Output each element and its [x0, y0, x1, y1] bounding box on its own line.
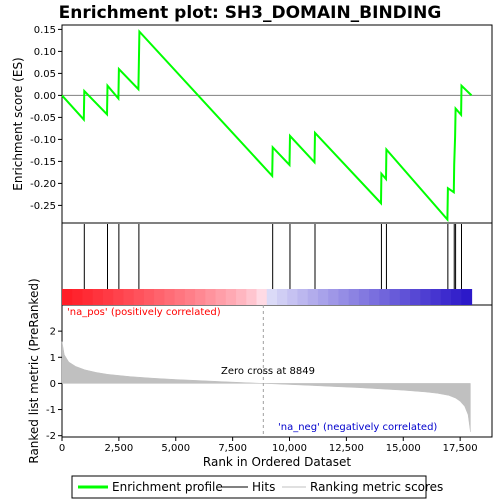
heat-segment	[389, 289, 401, 305]
x-axis-label: Rank in Ordered Dataset	[203, 455, 351, 469]
heat-segment	[184, 289, 196, 305]
heat-segment	[205, 289, 217, 305]
heat-segment	[307, 289, 319, 305]
es-y-tick-label: 0.00	[34, 91, 56, 102]
es-y-tick-label: -0.15	[30, 157, 56, 168]
hits-marks	[83, 224, 463, 289]
heat-segment	[92, 289, 104, 305]
es-y-tick-label: -0.10	[30, 135, 56, 146]
heat-segment	[82, 289, 94, 305]
x-tick-label: 5,000	[161, 443, 190, 454]
legend-label-enrichment: Enrichment profile	[112, 480, 223, 494]
heat-segment	[102, 289, 114, 305]
chart-title: Enrichment plot: SH3_DOMAIN_BINDING	[59, 3, 442, 23]
heat-segment	[328, 289, 340, 305]
heat-segment	[461, 289, 473, 305]
x-tick-label: 10,000	[272, 443, 307, 454]
es-y-tick-label: -0.20	[30, 179, 56, 190]
heat-segment	[369, 289, 380, 305]
es-y-tick-label: -0.05	[30, 113, 56, 124]
es-series-line	[61, 29, 473, 223]
enrichment-profile-line	[61, 29, 492, 223]
heat-segment	[287, 289, 299, 305]
heat-segment	[440, 289, 452, 305]
heat-segment	[164, 289, 176, 305]
rank-x-ticks: 0 2,500 5,000 7,500 10,000 12,500 15,000 17,500	[59, 437, 478, 454]
heat-segment	[266, 289, 278, 305]
metric-area	[61, 341, 471, 432]
pos-correlated-label: 'na_pos' (positively correlated)	[67, 307, 221, 318]
x-tick-label: 2,500	[105, 443, 134, 454]
heat-segment	[246, 289, 258, 305]
es-y-tick-label: -0.25	[30, 201, 56, 212]
x-tick-label: 15,000	[386, 443, 421, 454]
heat-segment	[277, 289, 288, 305]
heat-segment	[174, 289, 186, 305]
heat-segment	[154, 289, 165, 305]
neg-correlated-label: 'na_neg' (negatively correlated)	[278, 422, 437, 433]
heat-segment	[62, 289, 73, 305]
es-y-ticks: -0.25 -0.20 -0.15 -0.10 -0.05 0.00 0.05 0.10 0.1…	[30, 25, 62, 212]
legend-box	[71, 475, 427, 499]
metric-y-ticks: -2 -1 0 1 2	[46, 327, 62, 442]
metric-y-tick-label: -2	[46, 431, 56, 442]
x-tick-label: 17,500	[443, 443, 478, 454]
heat-segment	[133, 289, 145, 305]
x-tick-label: 0	[59, 443, 65, 454]
heat-segment	[358, 289, 370, 305]
x-tick-label: 7,500	[218, 443, 247, 454]
legend: Enrichment profile Hits Ranking metric s…	[71, 475, 443, 499]
heat-segment	[420, 289, 432, 305]
metric-y-tick-label: 1	[50, 353, 56, 364]
heat-segment	[410, 289, 421, 305]
heat-segment	[143, 289, 155, 305]
heat-segment	[195, 289, 206, 305]
rank-heatmap-bar	[62, 289, 473, 305]
es-y-tick-label: 0.15	[34, 25, 56, 36]
metric-y-axis-label: Ranked list metric (PreRanked)	[27, 278, 41, 463]
heat-segment	[113, 289, 125, 305]
heat-segment	[123, 289, 135, 305]
es-panel-frame	[61, 24, 493, 224]
zero-cross-label: Zero cross at 8849	[221, 366, 315, 377]
heat-segment	[225, 289, 237, 305]
heat-segment	[236, 289, 247, 305]
heat-segment	[297, 289, 309, 305]
legend-label-hits: Hits	[252, 480, 275, 494]
heat-segment	[348, 289, 360, 305]
heat-segment	[451, 289, 462, 305]
heat-segment	[72, 289, 84, 305]
es-y-axis-label: Enrichment score (ES)	[11, 57, 25, 190]
es-y-tick-label: 0.05	[34, 69, 56, 80]
heat-segment	[379, 289, 391, 305]
heat-segment	[256, 289, 268, 305]
heat-segment	[215, 289, 227, 305]
heat-segment	[338, 289, 350, 305]
metric-y-tick-label: 0	[50, 379, 56, 390]
ranking-metric-area	[61, 305, 471, 437]
heat-segment	[430, 289, 442, 305]
es-y-tick-label: 0.10	[34, 47, 56, 58]
x-tick-label: 12,500	[329, 443, 364, 454]
heat-segment	[399, 289, 411, 305]
metric-y-tick-label: -1	[46, 405, 56, 416]
heat-segment	[317, 289, 329, 305]
legend-label-metric: Ranking metric scores	[310, 480, 443, 494]
metric-y-tick-label: 2	[50, 327, 56, 338]
